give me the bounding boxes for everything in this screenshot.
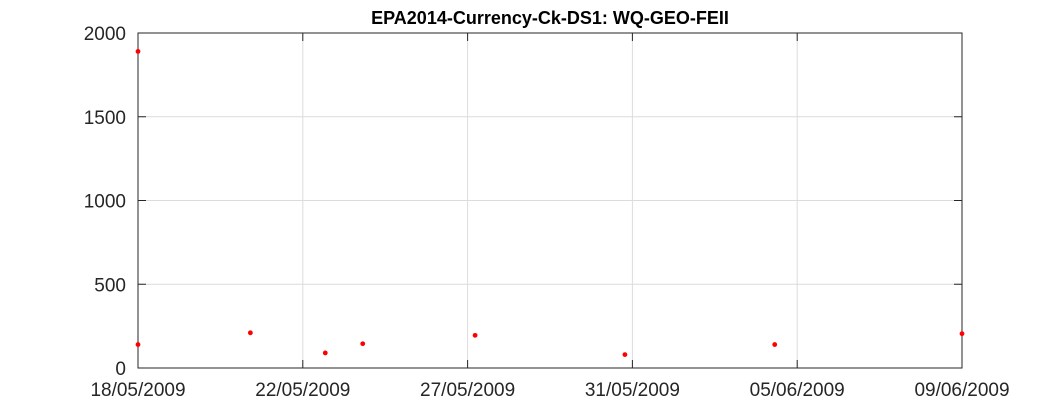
data-point [959,331,965,337]
data-point [247,330,253,336]
grid-lines [138,33,962,368]
data-points [135,49,965,357]
data-point [472,332,478,338]
data-point [622,352,628,357]
x-tick-label: 09/06/2009 [914,380,1009,401]
y-tick-label: 2000 [84,24,126,45]
x-tick-label: 18/05/2009 [90,380,185,401]
axis-tick-labels: 18/05/2009 22/05/2009 27/05/2009 31/05/2009… [84,24,1010,401]
chart-title: EPA2014-Currency-Ck-DS1: WQ-GEO-FEII [371,8,729,28]
data-point [360,341,366,347]
x-tick-label: 31/05/2009 [585,380,680,401]
data-point [135,342,141,347]
y-tick-label: 0 [115,359,126,380]
axis-ticks [137,32,963,369]
data-point [772,342,778,347]
x-tick-label: 27/05/2009 [420,380,515,401]
x-tick-label: 05/06/2009 [750,380,845,401]
y-tick-label: 1500 [84,108,126,129]
y-tick-label: 500 [94,275,126,296]
data-point [135,49,141,54]
y-tick-label: 1000 [84,192,126,213]
x-tick-label: 22/05/2009 [255,380,350,401]
data-point [322,350,328,356]
